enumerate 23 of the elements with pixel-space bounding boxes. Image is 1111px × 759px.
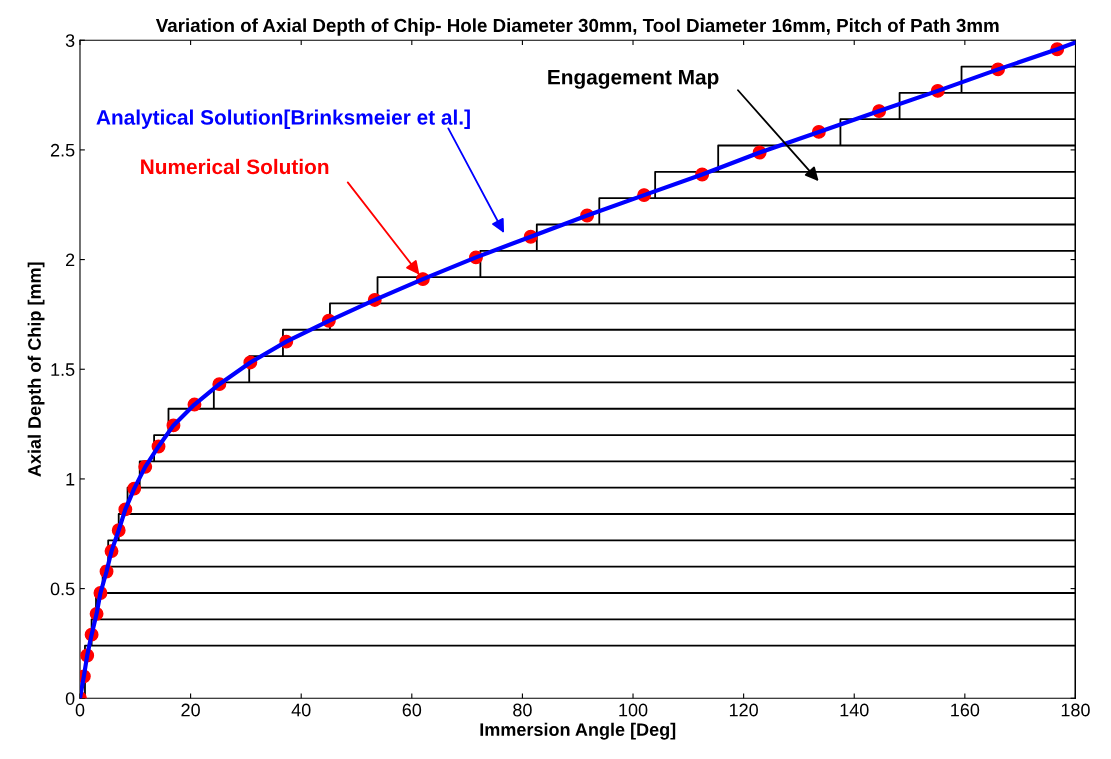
x-tick-label: 120 <box>729 703 758 717</box>
y-tick-label: 2 <box>66 253 75 267</box>
annotation: Engagement Map <box>548 70 719 89</box>
y-axis-title: Axial Depth of Chip [mm] <box>27 262 45 477</box>
y-tick-label: 1.5 <box>51 363 75 376</box>
chart-title: Variation of Axial Depth of Chip- Hole Diameter 30mm, Tool Diameter 16mm, Pitch of Path 3mm <box>155 18 999 36</box>
x-tick-label: 20 <box>181 703 200 717</box>
x-tick-label: 180 <box>1061 703 1090 717</box>
y-tick-label: 0.5 <box>50 582 75 596</box>
x-tick-label: 0 <box>75 703 85 717</box>
x-tick-label: 160 <box>951 703 980 717</box>
y-tick-label: 1 <box>66 473 75 486</box>
x-axis-title: Immersion Angle [Deg] <box>480 722 676 740</box>
x-tick-label: 60 <box>402 703 422 717</box>
x-tick-label: 40 <box>291 703 311 717</box>
x-tick-label: 80 <box>513 703 532 717</box>
y-tick-label: 3 <box>65 34 75 47</box>
annotation: Analytical Solution[Brinksmeier et al.] <box>96 109 470 129</box>
y-tick-label: 2.5 <box>50 143 75 157</box>
annotation: Numerical Solution <box>141 158 329 175</box>
x-tick-label: 100 <box>619 703 648 717</box>
y-tick-label: 0 <box>65 692 75 705</box>
x-tick-label: 140 <box>840 703 869 717</box>
